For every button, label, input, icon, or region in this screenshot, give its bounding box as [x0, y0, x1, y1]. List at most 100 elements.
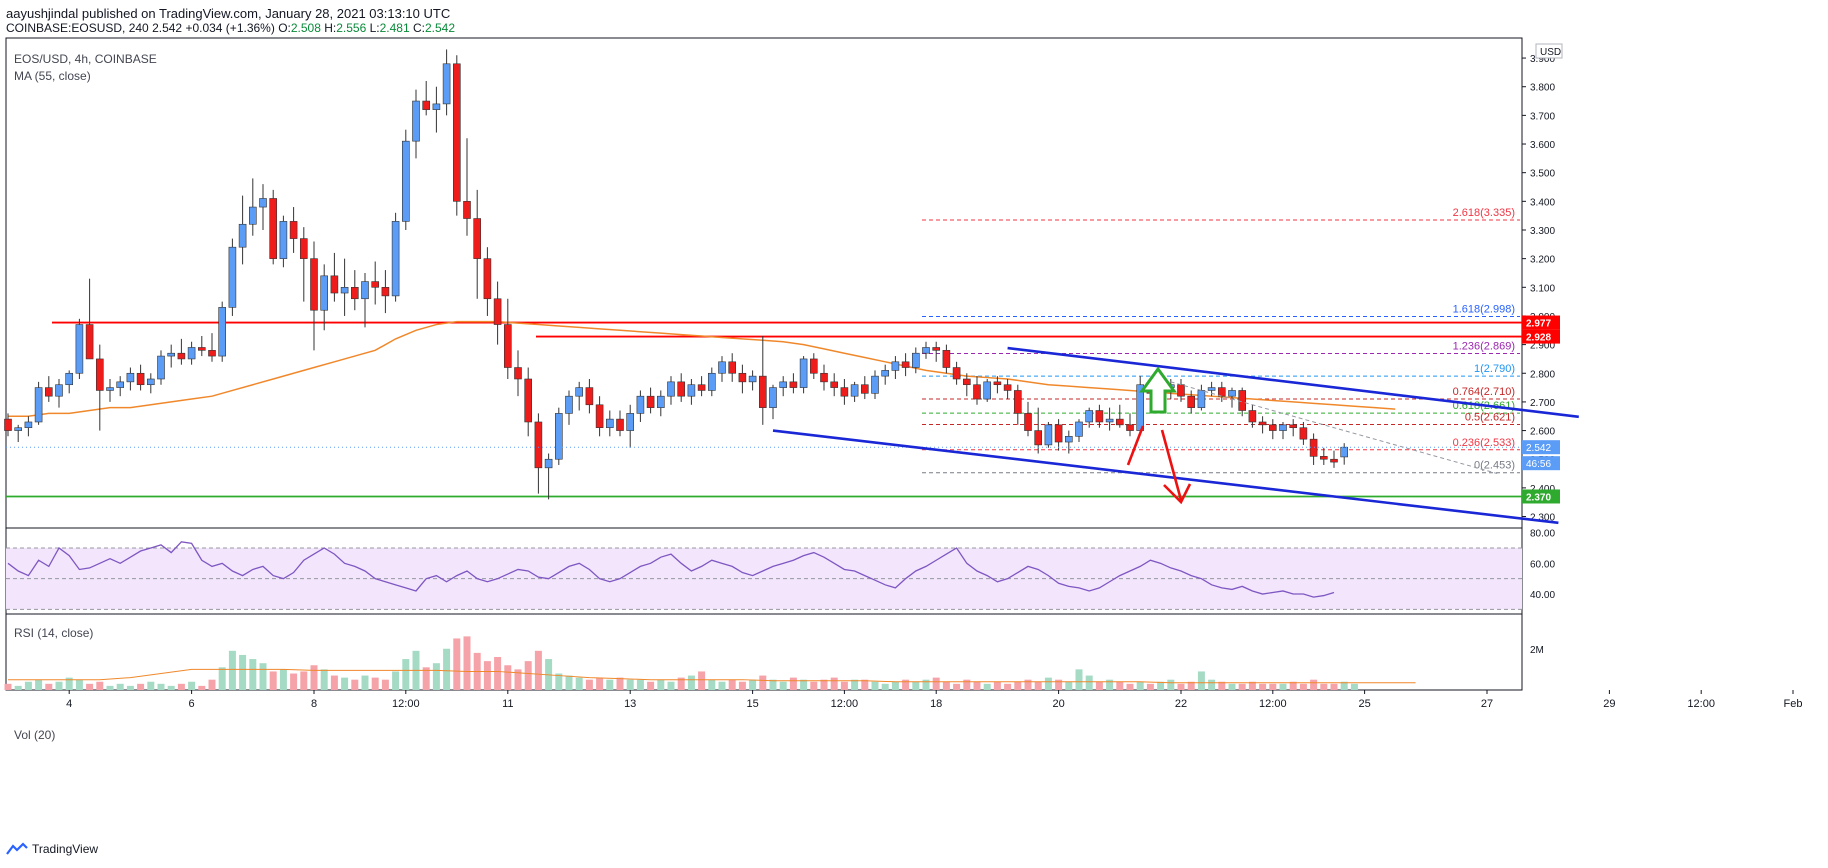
volume-bar [392, 671, 400, 690]
candle-up [259, 198, 267, 208]
candle-down [1248, 410, 1257, 423]
candle-down [1309, 438, 1318, 457]
candle-down [677, 381, 686, 397]
volume-bar [657, 679, 665, 690]
candle-down [208, 350, 216, 357]
candle-up [667, 381, 675, 397]
support-price-tag [1522, 489, 1560, 504]
volume-bar [1167, 679, 1175, 690]
volume-bar [616, 677, 624, 690]
candle-up [1197, 390, 1206, 408]
volume-bar [198, 685, 206, 690]
volume-bar [65, 677, 73, 690]
volume-bar [514, 669, 522, 690]
countdown-tag [1522, 456, 1560, 471]
candle-down [697, 384, 706, 391]
red-path-line [1160, 429, 1183, 501]
candle-up [65, 372, 73, 386]
volume-bar [922, 679, 930, 690]
candle-up [1075, 421, 1083, 437]
volume-bar [779, 681, 787, 690]
volume-bar [208, 679, 216, 690]
volume-bar [126, 685, 134, 690]
fib-level-label: 1.236(2.869) [1453, 340, 1515, 352]
candle-up [167, 352, 175, 357]
candle-down [85, 324, 94, 360]
x-tick-label: 25 [1358, 698, 1370, 710]
volume-bar [1248, 681, 1256, 690]
candle-up [116, 381, 124, 388]
candle-up [228, 246, 237, 308]
volume-bar [555, 673, 563, 690]
change-value: +0.034 (+1.36%) [185, 21, 275, 35]
candle-up [1207, 387, 1216, 391]
candle-down [646, 395, 655, 408]
volume-bar [1136, 681, 1144, 690]
tradingview-brand[interactable]: TradingView [6, 842, 98, 856]
candle-up [14, 427, 22, 431]
candle-down [534, 421, 543, 469]
volume-bar [1014, 681, 1022, 690]
candle-up [1340, 446, 1348, 458]
volume-bar [983, 683, 991, 690]
y-tick-label: 3.300 [1530, 226, 1555, 237]
volume-bar [942, 681, 950, 690]
volume-bar [1085, 675, 1093, 690]
fib-level-label: 0(2.453) [1474, 460, 1515, 472]
y-tick-label: 3.700 [1530, 111, 1555, 122]
candle-down [1218, 387, 1226, 397]
volume-bar [636, 679, 644, 690]
volume-bar [167, 685, 175, 690]
candle-up [565, 395, 573, 414]
fib-level-label: 0.236(2.533) [1453, 437, 1515, 449]
candle-down [973, 384, 981, 400]
volume-bar [1095, 681, 1103, 690]
volume-bar [290, 673, 298, 690]
candle-up [983, 381, 992, 400]
candle-down [177, 352, 186, 360]
candle-up [850, 384, 859, 397]
candle-down [371, 281, 380, 288]
volume-bar [483, 661, 491, 690]
candle-up [871, 375, 879, 394]
volume-bar [800, 679, 808, 690]
last-price-tag-label: 2.542 [1526, 443, 1551, 454]
volume-bar [45, 683, 53, 690]
candle-down [830, 381, 839, 388]
candle-down [738, 372, 747, 383]
candle-down [1034, 430, 1042, 446]
candle-up [75, 324, 84, 374]
volume-bar [1330, 683, 1338, 690]
candle-down [524, 378, 533, 423]
candle-down [330, 275, 339, 294]
y-tick-label: 2.300 [1530, 513, 1555, 524]
author-line: aayushjindal published on TradingView.co… [6, 6, 451, 21]
x-tick-label: 27 [1481, 698, 1493, 710]
volume-bar [1320, 683, 1328, 690]
volume-bar [881, 683, 889, 690]
price-scale-label: USD [1540, 47, 1561, 58]
candle-up [340, 286, 349, 294]
volume-bar [1075, 669, 1083, 690]
candle-down [1003, 384, 1012, 391]
volume-bar [749, 679, 757, 690]
ma-legend: MA (55, close) [14, 69, 91, 83]
volume-bar [1208, 679, 1216, 690]
last-price-tag [1522, 440, 1560, 455]
candle-down [616, 418, 624, 431]
fib-level-label: 1.618(2.998) [1453, 304, 1515, 316]
volume-bar [667, 681, 675, 690]
volume-bar [422, 667, 430, 690]
volume-bar [973, 681, 981, 690]
x-tick-label: Feb [1784, 698, 1803, 710]
volume-bar [1146, 683, 1154, 690]
resistance-price-tag [1522, 329, 1560, 344]
rsi-line [7, 541, 1335, 598]
volume-bar [1065, 681, 1073, 690]
volume-bar [1157, 681, 1165, 690]
volume-bar [75, 679, 83, 690]
volume-bar [1024, 679, 1032, 690]
volume-bar [1228, 683, 1236, 690]
volume-bar [35, 679, 43, 690]
